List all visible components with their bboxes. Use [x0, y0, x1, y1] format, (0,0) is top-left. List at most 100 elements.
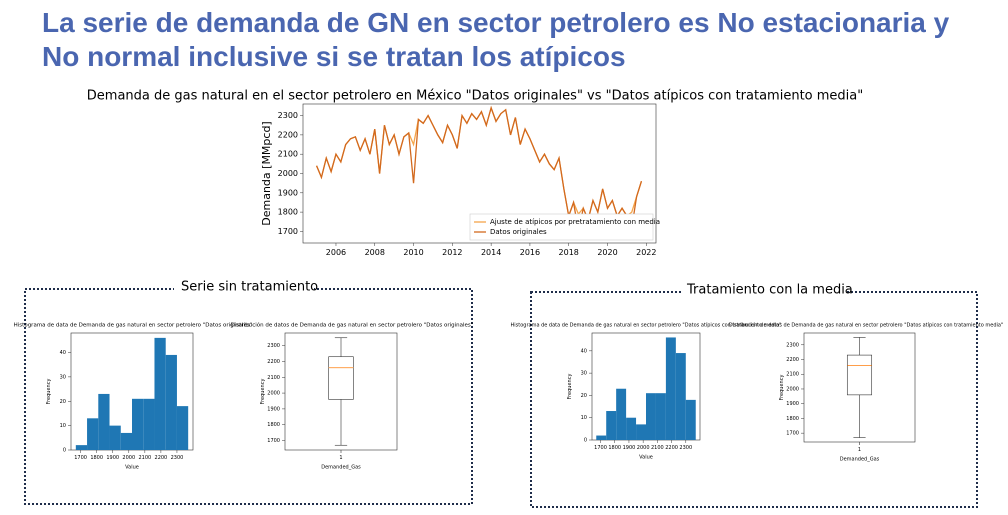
x-tick-label: 2012: [442, 248, 462, 257]
histogram-bar: [165, 354, 177, 450]
y-axis-label: Frequency: [46, 379, 52, 405]
histogram-bar: [646, 393, 656, 440]
x-tick-label: 2000: [637, 445, 650, 451]
line-series: [315, 105, 643, 232]
x-tick-label: 2200: [665, 445, 678, 451]
x-tick-label: 2300: [679, 445, 692, 451]
histogram-bar: [120, 432, 132, 450]
x-tick-label: 2020: [597, 248, 617, 257]
x-tick-label: 1900: [623, 445, 636, 451]
chart-title: Histograma de data de Demanda de gas nat…: [14, 323, 253, 329]
histogram-bar: [596, 435, 607, 440]
y-tick-label: 2000: [278, 169, 298, 178]
x-tick-label: 2022: [636, 248, 656, 257]
chart-title: Demanda de gas natural en el sector petr…: [87, 89, 863, 104]
y-tick-label: 2000: [267, 391, 280, 397]
panel-frame: [530, 291, 978, 508]
histogram-bar: [87, 418, 99, 450]
y-axis-label: Frequency: [260, 379, 266, 405]
y-tick-label: 2100: [278, 150, 298, 159]
x-tick-label: 2016: [520, 248, 540, 257]
y-tick-label: 1900: [267, 406, 280, 412]
y-tick-label: 2100: [786, 372, 799, 378]
panel-frame: [24, 288, 473, 505]
panel-label: Serie sin tratamiento: [181, 280, 318, 295]
y-tick-label: 2300: [278, 111, 298, 120]
y-tick-label: 40: [581, 348, 587, 354]
x-axis-label: Demanded_Gas: [840, 457, 880, 463]
histogram-bar: [675, 353, 686, 440]
y-tick-label: 1800: [786, 416, 799, 422]
histogram-bar: [655, 393, 666, 440]
x-axis-label: Value: [125, 465, 139, 471]
y-tick-label: 20: [60, 399, 66, 405]
x-axis-label: Demanded_Gas: [321, 465, 361, 471]
x-tick-label: 2010: [403, 248, 423, 257]
y-tick-label: 2100: [267, 375, 280, 381]
legend-label: Ajuste de atípicos por pretratamiento co…: [490, 218, 660, 226]
histogram-bar: [665, 337, 676, 440]
y-tick-label: 10: [60, 423, 66, 429]
y-tick-label: 1800: [278, 208, 298, 217]
box: [846, 354, 873, 396]
y-tick-label: 2200: [786, 357, 799, 363]
box: [328, 356, 354, 400]
y-tick-label: 0: [63, 448, 66, 454]
x-tick-label: 2006: [326, 248, 346, 257]
y-tick-label: 2200: [267, 359, 280, 365]
x-tick-label: 1900: [106, 455, 119, 461]
x-tick-label: 2200: [155, 455, 168, 461]
y-tick-label: 2000: [786, 386, 799, 392]
panel-label-bg: [174, 279, 314, 297]
y-tick-label: 20: [581, 393, 587, 399]
histogram-bar: [75, 445, 88, 450]
x-tick-label: 2000: [122, 455, 135, 461]
y-tick-label: 2200: [278, 130, 298, 139]
chart-title: Distribución de datos de Demanda de gas …: [729, 322, 1004, 329]
histogram-bar: [98, 393, 110, 450]
x-tick-label: 1800: [608, 445, 621, 451]
x-tick-label: 1: [858, 447, 861, 453]
histogram-bar: [109, 425, 121, 450]
histogram-bar: [626, 417, 637, 440]
y-tick-label: 1700: [786, 431, 799, 437]
histogram-bar: [154, 337, 166, 450]
legend-box: [469, 213, 654, 241]
chart-title: Distribución de datos de Demanda de gas …: [231, 322, 474, 329]
x-tick-label: 2008: [365, 248, 385, 257]
legend-label: Datos originales: [490, 228, 547, 236]
x-tick-label: 1800: [90, 455, 103, 461]
x-tick-label: 1700: [74, 455, 87, 461]
x-tick-label: 2100: [651, 445, 664, 451]
y-tick-label: 1900: [786, 401, 799, 407]
y-axis-label: Frequency: [779, 375, 785, 401]
y-axis-label: Frequency: [567, 374, 573, 400]
histogram-bar: [616, 388, 627, 440]
y-tick-label: 10: [581, 415, 587, 421]
x-tick-label: 1700: [594, 445, 607, 451]
y-tick-label: 2300: [267, 343, 280, 349]
y-tick-label: 1900: [278, 188, 298, 197]
chart-title: Histograma de data de Demanda de gas nat…: [511, 322, 782, 329]
x-tick-label: 2014: [481, 248, 501, 257]
histogram-bar: [143, 398, 155, 450]
x-axis-label: Value: [639, 455, 653, 461]
x-tick-label: 2018: [559, 248, 579, 257]
panel-label: Tratamiento con la media: [686, 283, 853, 298]
panel-label-bg: [681, 282, 847, 300]
y-tick-label: 1700: [267, 438, 280, 444]
slide-title: La serie de demanda de GN en sector petr…: [42, 7, 950, 38]
histogram-bar: [636, 424, 646, 440]
histogram-bar: [132, 398, 144, 450]
y-tick-label: 30: [581, 371, 587, 377]
y-tick-label: 0: [584, 438, 587, 444]
y-tick-label: 40: [60, 350, 66, 356]
y-tick-label: 1800: [267, 422, 280, 428]
y-tick-label: 2300: [786, 342, 799, 348]
x-tick-label: 2100: [138, 455, 151, 461]
y-axis-label: Demanda [MMpcd]: [260, 121, 273, 225]
x-tick-label: 1: [339, 455, 342, 461]
y-tick-label: 1700: [278, 227, 298, 236]
x-tick-label: 2300: [171, 455, 184, 461]
